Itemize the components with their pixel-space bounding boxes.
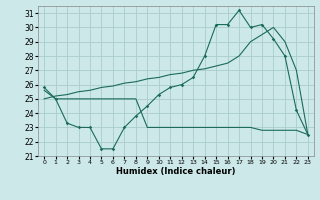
X-axis label: Humidex (Indice chaleur): Humidex (Indice chaleur) bbox=[116, 167, 236, 176]
